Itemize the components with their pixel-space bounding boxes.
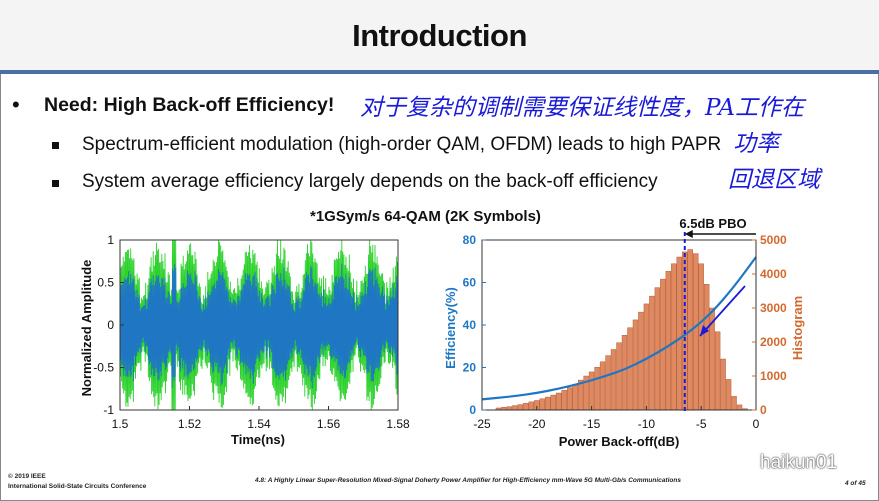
- pointer-arrow-head: [700, 325, 709, 336]
- amplitude-axis-label: Normalized Amplitude: [79, 260, 94, 397]
- bullet-dot: •: [12, 92, 20, 117]
- efficiency-tick-label: 20: [463, 361, 477, 375]
- handwriting-note-1: 对于复杂的调制需要保证线性度，PA工作在: [360, 95, 804, 121]
- histogram-bar: [545, 396, 551, 411]
- sub-bullet-marker: [52, 180, 59, 187]
- histogram-bar: [539, 398, 545, 411]
- efficiency-tick-label: 60: [463, 276, 477, 290]
- amplitude-signal-series: [119, 263, 399, 389]
- footer-conference: International Solid-State Circuits Confe…: [8, 483, 147, 490]
- sub-bullet-marker: [52, 142, 59, 149]
- histogram-tick-label: 4000: [760, 267, 787, 281]
- histogram-bar: [528, 401, 534, 411]
- histogram-bar: [588, 371, 595, 411]
- histogram-tick-label: 3000: [760, 301, 787, 315]
- histogram-bar: [654, 287, 661, 411]
- histogram-bar: [567, 387, 573, 411]
- backoff-tick-label: -20: [528, 417, 546, 431]
- pbo-arrow-head: [684, 230, 693, 238]
- bullet-main: Need: High Back-off Efficiency!: [44, 94, 335, 116]
- histogram-bar: [610, 349, 617, 411]
- histogram-axis-label: Histogram: [790, 296, 805, 360]
- histogram-bar: [649, 295, 655, 411]
- watermark-text: haikun01: [760, 452, 838, 473]
- backoff-tick-label: -5: [696, 417, 707, 431]
- histogram-tick-label: 1000: [760, 369, 787, 383]
- histogram-bar: [599, 361, 606, 411]
- histogram-bars: [495, 249, 748, 411]
- histogram-bar: [506, 406, 513, 411]
- histogram-tick-label: 2000: [760, 335, 787, 349]
- efficiency-curve: [481, 256, 757, 401]
- pointer-arrow: [699, 285, 746, 337]
- amplitude-tick-label: 0.5: [97, 276, 114, 290]
- histogram-bar: [704, 284, 710, 411]
- power-backoff-axis-label: Power Back-off(dB): [559, 434, 680, 449]
- histogram-bar: [605, 355, 611, 411]
- back-off-axes: -25 -20 -15 -10 -5 00204060800100020003000400…: [463, 233, 787, 431]
- efficiency-tick-label: 80: [463, 233, 477, 247]
- histogram-bar: [627, 327, 633, 411]
- title-rule: [0, 70, 879, 74]
- backoff-tick-label: -25: [473, 417, 491, 431]
- histogram-tick-label: 5000: [760, 233, 787, 247]
- title-bar: [0, 0, 879, 70]
- footer-paper-title: 4.8: A Highly Linear Super-Resolution Mi…: [255, 477, 681, 484]
- amplitude-tick-label: -1: [103, 403, 114, 417]
- histogram-bar: [594, 366, 600, 411]
- backoff-tick-label: -10: [638, 417, 656, 431]
- backoff-tick-label: -15: [583, 417, 601, 431]
- histogram-bar: [720, 358, 726, 411]
- handwriting-note-2: 功率: [733, 131, 779, 157]
- pbo-annotation: 6.5dB PBO: [679, 216, 756, 413]
- amplitude-tick-label: 1: [107, 233, 114, 247]
- histogram-bar: [725, 379, 732, 411]
- histogram-bar: [550, 394, 556, 411]
- efficiency-axis-label: Efficiency(%): [443, 287, 458, 369]
- efficiency-tick-label: 40: [463, 318, 477, 332]
- figure-title: *1GSym/s 64-QAM (2K Symbols): [310, 208, 541, 225]
- amplitude-tick-label: 0: [107, 318, 114, 332]
- histogram-bar: [736, 404, 743, 411]
- slide-title: Introduction: [352, 18, 527, 53]
- histogram-bar: [693, 253, 699, 411]
- histogram-bar: [731, 396, 737, 411]
- histogram-bar: [523, 403, 529, 411]
- time-axis-label: Time(ns): [231, 432, 285, 447]
- sub-bullet-2: System average efficiency largely depend…: [82, 171, 658, 192]
- pbo-label: 6.5dB PBO: [679, 216, 746, 231]
- histogram-bar: [556, 392, 562, 411]
- time-tick-label: 1.54: [247, 417, 271, 431]
- wechat-icon: [733, 456, 757, 474]
- footer-copyright: © 2019 IEEE: [8, 473, 46, 480]
- histogram-bar: [676, 256, 682, 411]
- time-tick-label: 1.5: [112, 417, 129, 431]
- histogram-bar: [621, 335, 628, 411]
- sub-bullet-1: Spectrum-efficient modulation (high-orde…: [82, 134, 722, 155]
- histogram-bar: [698, 263, 704, 411]
- histogram-bar: [660, 278, 666, 411]
- histogram-bar: [561, 390, 567, 411]
- time-domain-plot-area: [119, 239, 399, 411]
- histogram-bar: [616, 342, 622, 411]
- histogram-bar: [671, 263, 677, 411]
- time-tick-label: 1.58: [386, 417, 410, 431]
- histogram-bar: [714, 331, 721, 411]
- time-tick-label: 1.52: [178, 417, 202, 431]
- handwriting-note-3: 回退区域: [728, 167, 820, 193]
- amplitude-tick-label: -0.5: [93, 361, 114, 375]
- histogram-bar: [517, 404, 524, 411]
- histogram-bar: [512, 405, 518, 411]
- histogram-bar: [572, 383, 578, 411]
- backoff-tick-label: 0: [753, 417, 760, 431]
- time-tick-label: 1.56: [317, 417, 341, 431]
- efficiency-curve-group: [481, 256, 757, 401]
- histogram-tick-label: 0: [760, 403, 767, 417]
- histogram-bar: [665, 271, 671, 411]
- time-domain-axes: 1.5 1.52 1.54 1.56 1.58 -1 -0.5 0 0.5 1: [93, 233, 410, 431]
- page-number: 4 of 45: [845, 480, 866, 487]
- efficiency-tick-label: 0: [469, 403, 476, 417]
